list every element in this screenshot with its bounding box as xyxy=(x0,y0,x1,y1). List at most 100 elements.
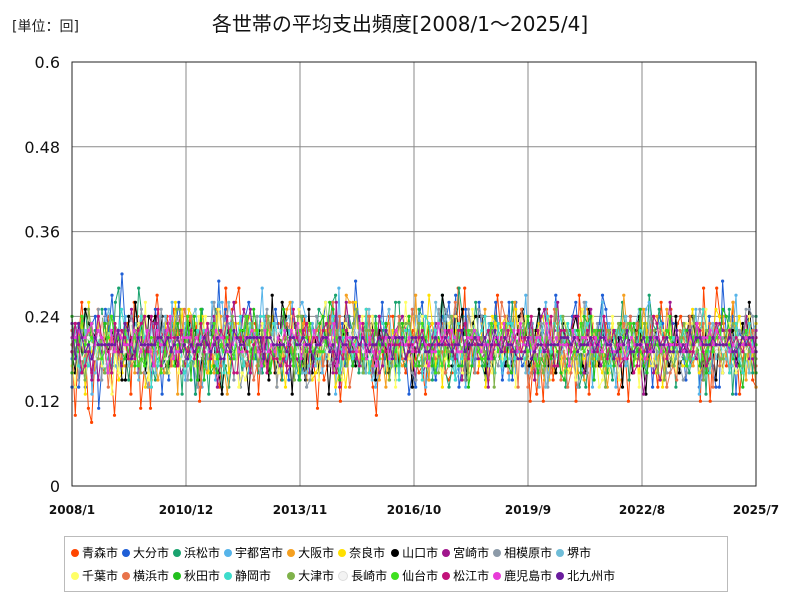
data-point xyxy=(176,392,180,396)
data-point xyxy=(685,350,689,354)
data-point xyxy=(525,357,529,361)
data-point xyxy=(287,378,291,382)
data-point xyxy=(701,343,705,347)
data-point xyxy=(87,300,91,304)
data-point xyxy=(122,343,126,347)
data-point xyxy=(199,385,203,389)
data-point xyxy=(215,336,219,340)
data-point xyxy=(397,336,401,340)
data-point xyxy=(681,378,685,382)
data-point xyxy=(136,328,140,333)
data-point xyxy=(466,357,471,361)
data-point xyxy=(331,343,335,347)
data-point xyxy=(394,300,398,304)
data-point xyxy=(143,300,147,304)
legend-label: 松江市 xyxy=(453,569,490,583)
data-point xyxy=(371,328,375,333)
data-point xyxy=(400,321,404,326)
data-point xyxy=(186,378,190,382)
data-point xyxy=(523,357,527,361)
data-point xyxy=(364,307,368,311)
data-point xyxy=(603,385,608,389)
data-point xyxy=(616,321,621,326)
data-point xyxy=(688,328,692,333)
data-point xyxy=(645,371,649,375)
data-point xyxy=(103,343,107,347)
data-point xyxy=(559,328,563,333)
data-point xyxy=(635,321,639,326)
data-point xyxy=(371,385,375,389)
data-point xyxy=(434,300,438,304)
data-point xyxy=(127,364,131,368)
data-point xyxy=(622,321,626,326)
data-point xyxy=(585,343,590,347)
data-point xyxy=(417,336,421,340)
data-point xyxy=(561,314,565,318)
legend-label: 鹿児島市 xyxy=(504,569,553,583)
data-point xyxy=(223,307,228,311)
data-point xyxy=(400,336,404,340)
data-point xyxy=(490,321,494,326)
data-point xyxy=(184,336,189,340)
data-point xyxy=(407,357,411,361)
data-point xyxy=(77,364,81,368)
data-point xyxy=(708,328,712,333)
data-point xyxy=(387,378,392,382)
data-point xyxy=(120,307,124,311)
data-point xyxy=(400,328,405,333)
data-point xyxy=(490,314,494,318)
data-point xyxy=(196,328,200,333)
data-point xyxy=(669,357,673,361)
data-point xyxy=(652,328,657,333)
data-point xyxy=(96,328,100,333)
data-point xyxy=(741,321,745,326)
data-point xyxy=(526,350,530,354)
data-point xyxy=(457,343,461,347)
data-point xyxy=(90,378,94,382)
data-point xyxy=(341,357,345,361)
data-point xyxy=(582,371,586,375)
data-point xyxy=(312,328,316,333)
data-point xyxy=(103,371,107,375)
data-point xyxy=(417,321,421,326)
data-point xyxy=(377,336,381,340)
data-point xyxy=(585,371,590,375)
data-point xyxy=(694,307,698,311)
data-point xyxy=(487,364,491,368)
data-point xyxy=(384,328,388,333)
data-point xyxy=(594,336,598,340)
data-point xyxy=(484,385,488,389)
data-point xyxy=(266,314,270,318)
data-point xyxy=(355,350,359,354)
data-point xyxy=(500,350,504,354)
data-point xyxy=(668,350,672,354)
data-point xyxy=(460,328,464,333)
data-point xyxy=(230,314,234,318)
data-point xyxy=(474,314,478,318)
data-point xyxy=(149,336,153,340)
data-point xyxy=(614,385,618,389)
legend-marker xyxy=(287,571,296,580)
data-point xyxy=(367,307,371,311)
data-point xyxy=(667,364,671,368)
data-point xyxy=(205,343,210,347)
data-point xyxy=(351,350,355,354)
data-point xyxy=(186,357,190,361)
data-point xyxy=(107,307,111,311)
data-point xyxy=(721,336,725,340)
data-point xyxy=(731,350,735,354)
legend-marker xyxy=(338,570,349,581)
x-tick-label: 2016/10 xyxy=(387,503,441,517)
data-point xyxy=(632,371,636,375)
data-point xyxy=(533,378,537,382)
data-point xyxy=(526,314,530,318)
data-point xyxy=(544,321,549,326)
data-point xyxy=(447,385,451,389)
data-point xyxy=(585,321,590,326)
data-point xyxy=(519,357,524,361)
data-point xyxy=(268,336,272,340)
data-point xyxy=(424,314,428,318)
legend-item: 大津市 xyxy=(287,567,334,584)
data-point xyxy=(437,343,441,347)
legend-marker xyxy=(338,548,347,557)
